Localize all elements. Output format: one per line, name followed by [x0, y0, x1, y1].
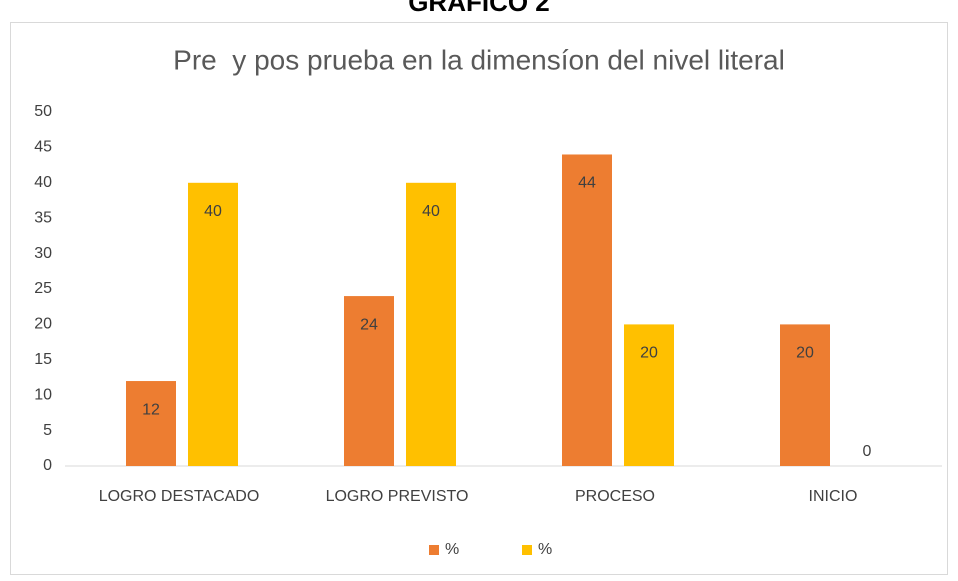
data-label: 20	[640, 345, 658, 362]
legend-swatch	[522, 545, 532, 555]
y-tick-label: 0	[43, 457, 52, 474]
bar	[780, 324, 830, 466]
bar	[624, 324, 674, 466]
y-tick-label: 5	[43, 422, 52, 439]
chart-title: Pre y pos prueba en la dimensíon del niv…	[173, 44, 785, 75]
y-tick-label: 20	[34, 316, 52, 333]
bar	[406, 182, 456, 467]
legend-swatch	[429, 545, 439, 555]
data-label: 0	[863, 443, 872, 460]
data-label: 20	[796, 345, 814, 362]
y-tick-label: 45	[34, 139, 52, 156]
chart-border	[10, 22, 948, 575]
data-label: 12	[142, 401, 160, 418]
y-tick-label: 35	[34, 209, 52, 226]
bar	[344, 296, 394, 466]
bar	[126, 381, 176, 466]
y-tick-label: 10	[34, 386, 52, 403]
legend-label: %	[445, 541, 459, 558]
legend-label: %	[538, 541, 552, 558]
data-label: 40	[204, 203, 222, 220]
data-label: 44	[578, 175, 596, 192]
data-label: 24	[360, 316, 378, 333]
x-tick-label: LOGRO DESTACADO	[99, 488, 260, 505]
bar	[562, 154, 612, 467]
y-tick-label: 25	[34, 280, 52, 297]
page-heading: GRAFICO 2	[408, 0, 550, 17]
data-label: 40	[422, 203, 440, 220]
y-tick-label: 15	[34, 351, 52, 368]
y-tick-label: 40	[34, 174, 52, 191]
bar	[188, 182, 238, 467]
x-tick-label: LOGRO PREVISTO	[326, 488, 469, 505]
y-tick-label: 30	[34, 245, 52, 262]
x-tick-label: INICIO	[809, 488, 858, 505]
x-tick-label: PROCESO	[575, 488, 655, 505]
y-tick-label: 50	[34, 103, 52, 120]
